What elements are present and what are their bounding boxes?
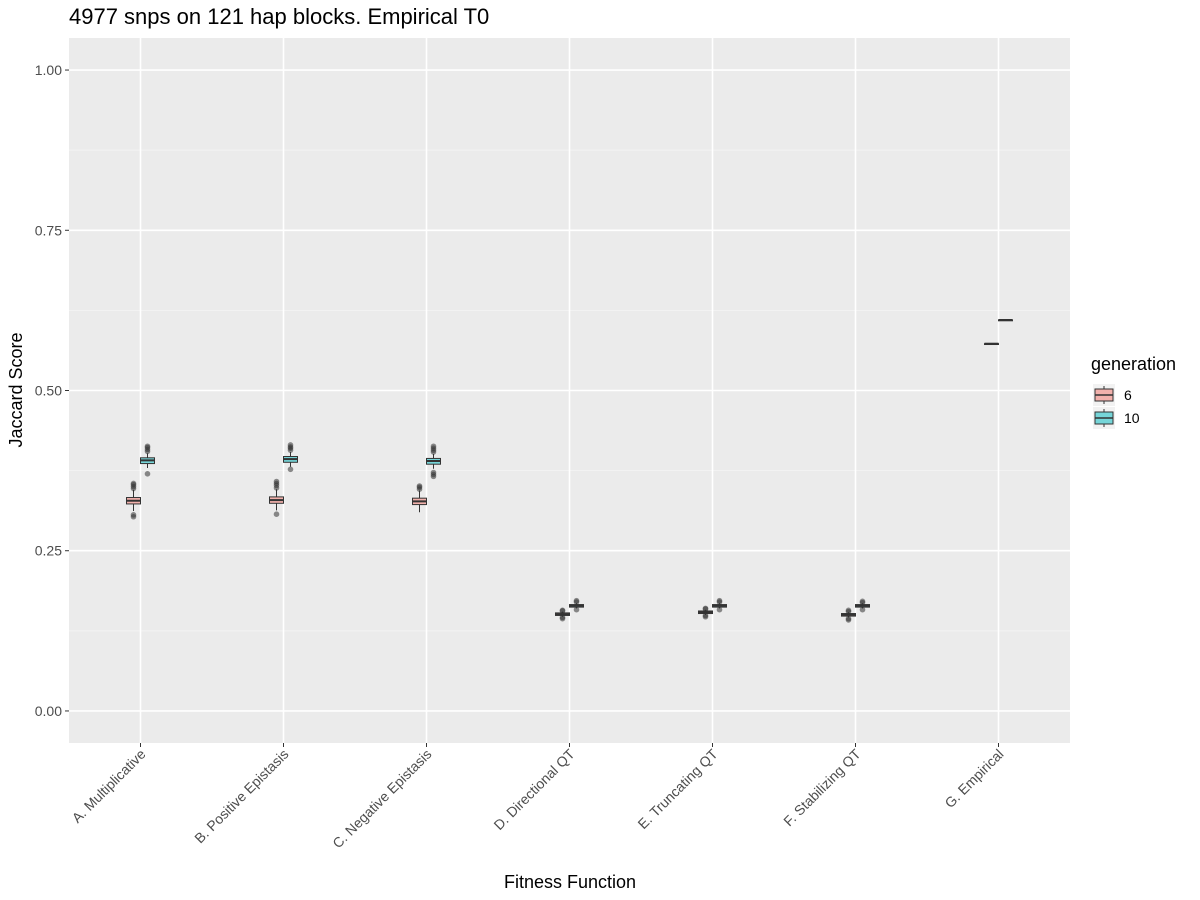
outlier-point bbox=[702, 612, 709, 619]
outlier-point bbox=[130, 512, 137, 518]
outlier-point bbox=[273, 511, 280, 517]
y-tick-label: 1.00 bbox=[35, 62, 62, 78]
outlier-point bbox=[287, 442, 294, 448]
outlier-point bbox=[716, 606, 723, 613]
grid-layer bbox=[69, 38, 1070, 743]
legend: generation 6 10 bbox=[1091, 354, 1176, 429]
legend-item-10: 10 bbox=[1093, 407, 1140, 429]
x-tick-label: G. Empirical bbox=[941, 746, 1006, 811]
box-gen-10-3 bbox=[569, 597, 584, 613]
outlier-point bbox=[845, 615, 852, 622]
box-gen-10-5 bbox=[855, 598, 870, 613]
outlier-point bbox=[845, 607, 852, 614]
y-tick-label: 0.50 bbox=[35, 383, 62, 399]
outlier-point bbox=[559, 614, 566, 621]
x-tick-label: B. Positive Epistasis bbox=[191, 746, 291, 846]
marks-layer bbox=[126, 319, 1013, 623]
legend-label: 10 bbox=[1124, 410, 1140, 426]
box-gen-6-0 bbox=[126, 480, 141, 520]
box-gen-10-4 bbox=[712, 597, 727, 613]
legend-item-6: 6 bbox=[1093, 384, 1132, 406]
y-tick-label: 0.00 bbox=[35, 703, 62, 719]
x-tick-label: D. Directional QT bbox=[490, 745, 578, 833]
x-tick-label: A. Multiplicative bbox=[69, 746, 149, 826]
outlier-point bbox=[130, 480, 137, 487]
outlier-point bbox=[287, 466, 294, 473]
box-gen-6-5 bbox=[841, 607, 856, 623]
outlier-point bbox=[559, 607, 566, 614]
x-tick-label: C. Negative Epistasis bbox=[329, 746, 434, 851]
chart-title: 4977 snps on 121 hap blocks. Empirical T… bbox=[69, 4, 489, 29]
y-axis-title: Jaccard Score bbox=[6, 332, 26, 447]
box-gen-10-6 bbox=[998, 319, 1013, 322]
outlier-point bbox=[144, 443, 151, 450]
box-gen-6-6 bbox=[984, 342, 999, 346]
box-gen-6-3 bbox=[555, 607, 570, 622]
legend-label: 6 bbox=[1124, 387, 1132, 403]
outlier-point bbox=[573, 597, 580, 604]
box-gen-10-0 bbox=[140, 443, 155, 477]
x-axis-title: Fitness Function bbox=[504, 872, 636, 892]
outlier-point bbox=[702, 605, 709, 612]
outlier-point bbox=[144, 471, 151, 477]
legend-title: generation bbox=[1091, 354, 1176, 374]
box-gen-6-4 bbox=[698, 605, 713, 620]
box-gen-10-1 bbox=[283, 442, 298, 473]
outlier-point bbox=[430, 469, 437, 476]
outlier-point bbox=[573, 606, 580, 613]
box-gen-6-2 bbox=[412, 483, 427, 513]
x-tick-label: E. Truncating QT bbox=[634, 745, 720, 831]
x-tick-label: F. Stabilizing QT bbox=[780, 746, 864, 830]
y-tick-label: 0.75 bbox=[35, 222, 62, 238]
outlier-point bbox=[859, 606, 866, 613]
outlier-point bbox=[716, 597, 723, 604]
box-gen-6-1 bbox=[269, 478, 284, 517]
y-tick-label: 0.25 bbox=[35, 543, 62, 559]
outlier-point bbox=[273, 478, 280, 485]
outlier-point bbox=[416, 483, 423, 489]
outlier-point bbox=[859, 598, 866, 605]
outlier-point bbox=[430, 443, 437, 450]
box-gen-10-2 bbox=[426, 443, 441, 480]
